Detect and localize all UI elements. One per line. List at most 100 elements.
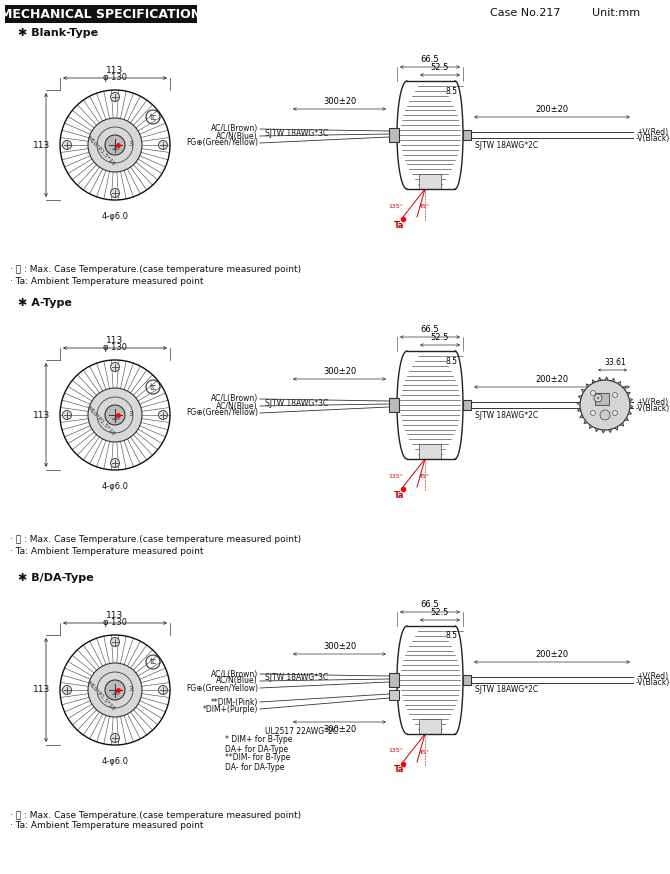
Text: MECHANICAL SPECIFICATION: MECHANICAL SPECIFICATION xyxy=(1,8,202,20)
Circle shape xyxy=(594,394,602,402)
Text: 45°: 45° xyxy=(419,750,430,754)
Text: SJTW 18AWG*3C: SJTW 18AWG*3C xyxy=(265,674,328,683)
Circle shape xyxy=(88,388,142,442)
Bar xyxy=(389,673,399,687)
Text: 3: 3 xyxy=(129,411,133,417)
Text: · Ⓟ : Max. Case Temperature.(case temperature measured point): · Ⓟ : Max. Case Temperature.(case temper… xyxy=(10,266,301,274)
Text: SJTW 18AWG*3C: SJTW 18AWG*3C xyxy=(265,399,328,407)
Text: 135°: 135° xyxy=(388,474,403,478)
Circle shape xyxy=(111,93,119,101)
Text: +V(Red): +V(Red) xyxy=(636,672,668,682)
Text: 66.5: 66.5 xyxy=(421,600,440,609)
Text: **DIM-(Pink): **DIM-(Pink) xyxy=(210,697,258,706)
Text: M10*P1.5*18: M10*P1.5*18 xyxy=(86,406,116,437)
Bar xyxy=(463,400,471,410)
Text: AC/N(Blue): AC/N(Blue) xyxy=(216,401,258,411)
Text: · Ⓟ : Max. Case Temperature.(case temperature measured point): · Ⓟ : Max. Case Temperature.(case temper… xyxy=(10,810,301,820)
Bar xyxy=(389,398,399,412)
Text: DA+ for DA-Type: DA+ for DA-Type xyxy=(225,745,288,753)
Text: tc: tc xyxy=(149,113,157,121)
Text: 66.5: 66.5 xyxy=(421,55,440,64)
Text: * DIM+ for B-Type: * DIM+ for B-Type xyxy=(225,736,292,745)
Text: 135°: 135° xyxy=(388,748,403,753)
Text: -V(Black): -V(Black) xyxy=(636,134,670,142)
Text: 45°: 45° xyxy=(419,475,430,480)
Text: ✱ Blank-Type: ✱ Blank-Type xyxy=(18,28,98,38)
Text: · Ta: Ambient Temperature measured point: · Ta: Ambient Temperature measured point xyxy=(10,546,204,556)
Text: Unit:mm: Unit:mm xyxy=(592,8,640,18)
Text: φ 130: φ 130 xyxy=(103,343,127,352)
Text: AC/L(Brown): AC/L(Brown) xyxy=(211,124,258,134)
Circle shape xyxy=(105,405,125,425)
Circle shape xyxy=(612,411,618,415)
Bar xyxy=(463,675,471,685)
Text: 300±20: 300±20 xyxy=(323,97,356,106)
Text: tc: tc xyxy=(149,383,157,392)
Text: 52.5: 52.5 xyxy=(431,333,449,342)
Circle shape xyxy=(600,410,610,420)
Text: 300±20: 300±20 xyxy=(323,725,356,734)
Circle shape xyxy=(580,380,630,430)
Circle shape xyxy=(612,392,618,398)
Text: 113: 113 xyxy=(34,685,51,695)
Circle shape xyxy=(62,685,72,695)
Bar xyxy=(463,130,471,140)
Text: AC/N(Blue): AC/N(Blue) xyxy=(216,131,258,141)
Circle shape xyxy=(111,733,119,743)
Circle shape xyxy=(111,459,119,468)
Text: 4-φ6.0: 4-φ6.0 xyxy=(101,482,129,491)
Text: 200±20: 200±20 xyxy=(535,650,569,659)
Text: tc: tc xyxy=(149,657,157,667)
Text: 113: 113 xyxy=(107,336,124,345)
Text: 4-φ6.0: 4-φ6.0 xyxy=(101,757,129,766)
Text: +V(Red): +V(Red) xyxy=(636,398,668,406)
Circle shape xyxy=(590,391,596,396)
Bar xyxy=(419,719,441,734)
Text: SJTW 18AWG*2C: SJTW 18AWG*2C xyxy=(475,141,538,149)
Text: AC/L(Brown): AC/L(Brown) xyxy=(211,394,258,404)
Text: 8.5: 8.5 xyxy=(445,357,457,365)
Circle shape xyxy=(111,637,119,647)
Circle shape xyxy=(88,118,142,172)
Circle shape xyxy=(159,685,168,695)
Text: ✱ A-Type: ✱ A-Type xyxy=(18,298,72,308)
Circle shape xyxy=(62,411,72,420)
Text: 200±20: 200±20 xyxy=(535,375,569,384)
Circle shape xyxy=(111,363,119,371)
Text: 135°: 135° xyxy=(388,204,403,209)
Text: 113: 113 xyxy=(107,611,124,620)
Text: M10*P1.5*18: M10*P1.5*18 xyxy=(86,135,116,167)
Circle shape xyxy=(590,411,596,415)
Text: φ 130: φ 130 xyxy=(103,73,127,82)
Circle shape xyxy=(105,680,125,700)
Bar xyxy=(389,128,399,142)
Text: **DIM- for B-Type: **DIM- for B-Type xyxy=(225,753,290,762)
Text: SJTW 18AWG*2C: SJTW 18AWG*2C xyxy=(475,685,538,695)
Text: FG⊕(Green/Yellow): FG⊕(Green/Yellow) xyxy=(186,138,258,148)
Text: φ 130: φ 130 xyxy=(103,618,127,627)
Text: 20: 20 xyxy=(112,145,121,151)
Text: 4-φ6.0: 4-φ6.0 xyxy=(101,212,129,221)
Text: · Ta: Ambient Temperature measured point: · Ta: Ambient Temperature measured point xyxy=(10,822,204,830)
Text: 8.5: 8.5 xyxy=(445,632,457,641)
Circle shape xyxy=(88,663,142,717)
Text: 300±20: 300±20 xyxy=(323,367,356,376)
Text: 33.61: 33.61 xyxy=(604,358,626,367)
Text: -V(Black): -V(Black) xyxy=(636,678,670,688)
Text: *DIM+(Purple): *DIM+(Purple) xyxy=(202,704,258,713)
Text: 52.5: 52.5 xyxy=(431,63,449,72)
Text: 113: 113 xyxy=(34,411,51,420)
Text: · Ⓟ : Max. Case Temperature.(case temperature measured point): · Ⓟ : Max. Case Temperature.(case temper… xyxy=(10,536,301,545)
Text: -V(Black): -V(Black) xyxy=(636,404,670,413)
Bar xyxy=(419,444,441,459)
Circle shape xyxy=(159,411,168,420)
Text: 113: 113 xyxy=(107,66,124,75)
Text: Ta: Ta xyxy=(394,220,404,230)
Circle shape xyxy=(111,189,119,198)
Text: SJTW 18AWG*2C: SJTW 18AWG*2C xyxy=(475,411,538,420)
Text: 3: 3 xyxy=(129,686,133,692)
Text: UL2517 22AWG*2C: UL2517 22AWG*2C xyxy=(265,727,338,737)
Text: FG⊕(Green/Yellow): FG⊕(Green/Yellow) xyxy=(186,683,258,692)
Text: M10*P1.5*18: M10*P1.5*18 xyxy=(86,680,116,712)
Text: AC/L(Brown): AC/L(Brown) xyxy=(211,669,258,678)
